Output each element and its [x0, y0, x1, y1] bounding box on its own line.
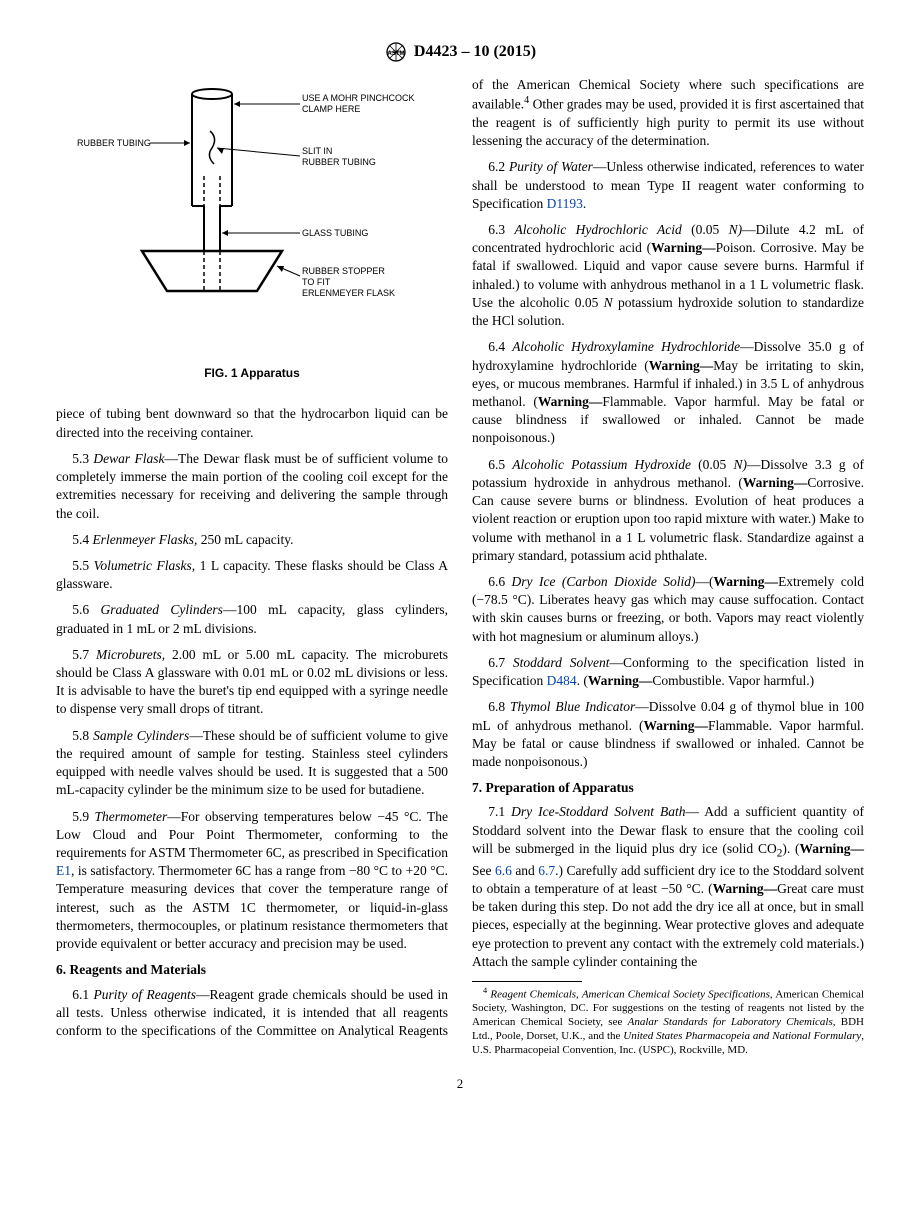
astm-logo-icon: ASTM	[384, 40, 408, 64]
para-5-9: 5.9 Thermometer—For observing temperatur…	[56, 808, 448, 954]
page-header: ASTM D4423 – 10 (2015)	[56, 40, 864, 64]
figure-1: USE A MOHR PINCHCOCK CLAMP HERE RUBBER T…	[56, 76, 448, 381]
link-d484[interactable]: D484	[547, 673, 577, 688]
para-6-3: 6.3 Alcoholic Hydrochloric Acid (0.05 N)…	[472, 221, 864, 330]
footnote-rule	[472, 981, 582, 982]
fig-label-slit: SLIT IN	[302, 146, 332, 156]
fig-label-glass: GLASS TUBING	[302, 228, 368, 238]
para-6-8: 6.8 Thymol Blue Indicator—Dissolve 0.04 …	[472, 698, 864, 771]
fig-label-clamp: USE A MOHR PINCHCOCK	[302, 93, 415, 103]
para-5-7: 5.7 Microburets, 2.00 mL or 5.00 mL capa…	[56, 646, 448, 719]
para-5-4: 5.4 Erlenmeyer Flasks, 250 mL capacity.	[56, 531, 448, 549]
fig-label-stopper: RUBBER STOPPER	[302, 266, 385, 276]
link-6-6[interactable]: 6.6	[495, 863, 512, 878]
para-6-2: 6.2 Purity of Water—Unless otherwise ind…	[472, 158, 864, 213]
link-d1193[interactable]: D1193	[547, 196, 583, 211]
para-5-5: 5.5 Volumetric Flasks, 1 L capacity. The…	[56, 557, 448, 593]
section-6-head: 6. Reagents and Materials	[56, 961, 448, 979]
svg-text:ASTM: ASTM	[387, 51, 404, 57]
para-5-8: 5.8 Sample Cylinders—These should be of …	[56, 727, 448, 800]
footnote-4: 4 Reagent Chemicals, American Chemical S…	[472, 986, 864, 1057]
body-columns: USE A MOHR PINCHCOCK CLAMP HERE RUBBER T…	[56, 76, 864, 1057]
svg-text:ERLENMEYER FLASK: ERLENMEYER FLASK	[302, 288, 395, 298]
link-6-7[interactable]: 6.7	[538, 863, 555, 878]
para-continuation: piece of tubing bent downward so that th…	[56, 405, 448, 441]
para-5-6: 5.6 Graduated Cylinders—100 mL capacity,…	[56, 601, 448, 637]
para-6-5: 6.5 Alcoholic Potassium Hydroxide (0.05 …	[472, 456, 864, 565]
para-6-6: 6.6 Dry Ice (Carbon Dioxide Solid)—(Warn…	[472, 573, 864, 646]
figure-caption: FIG. 1 Apparatus	[56, 365, 448, 381]
designation-text: D4423 – 10 (2015)	[414, 41, 536, 63]
fig-label-rubber: RUBBER TUBING	[77, 138, 151, 148]
para-5-3: 5.3 Dewar Flask—The Dewar flask must be …	[56, 450, 448, 523]
svg-text:RUBBER TUBING: RUBBER TUBING	[302, 157, 376, 167]
para-7-1: 7.1 Dry Ice-Stoddard Solvent Bath— Add a…	[472, 803, 864, 971]
section-7-head: 7. Preparation of Apparatus	[472, 779, 864, 797]
svg-text:CLAMP HERE: CLAMP HERE	[302, 104, 360, 114]
para-6-7: 6.7 Stoddard Solvent—Conforming to the s…	[472, 654, 864, 690]
link-e1[interactable]: E1	[56, 863, 71, 878]
svg-text:TO FIT: TO FIT	[302, 277, 331, 287]
page-number: 2	[56, 1075, 864, 1093]
para-6-4: 6.4 Alcoholic Hydroxylamine Hydrochlorid…	[472, 338, 864, 447]
